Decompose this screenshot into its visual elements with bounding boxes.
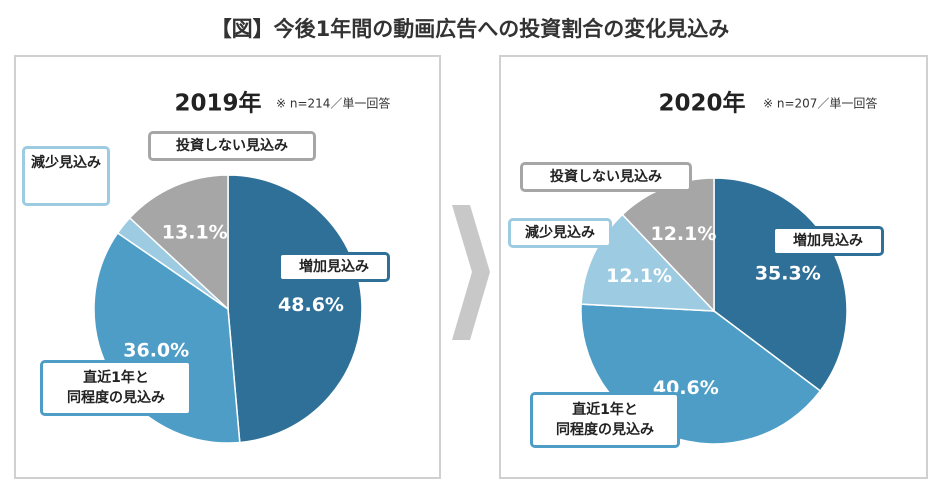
panel (14, 55, 441, 479)
category-label: 減少見込み (508, 218, 612, 248)
pie-slice (580, 213, 716, 312)
pie-title: 2020年 (658, 90, 745, 117)
value-label: 12.1% (606, 265, 672, 287)
value-label: 12.1% (650, 223, 716, 245)
category-label: 直近1年と 同程度の見込み (530, 392, 680, 448)
pie-slice (128, 174, 229, 311)
note: ※ n=214／単一回答 (276, 96, 390, 111)
category-label: 増加見込み (278, 252, 390, 282)
category-label: 減少見込み (22, 146, 110, 206)
pie-title: 2019年 (174, 90, 261, 117)
category-label: 投資しない見込み (520, 162, 692, 192)
category-label: 増加見込み (772, 226, 884, 256)
value-label: 13.1% (162, 221, 228, 243)
note: ※ n=207／単一回答 (763, 96, 877, 111)
category-label: 直近1年と 同程度の見込み (40, 360, 192, 416)
value-label: 48.6% (278, 294, 344, 316)
panel (499, 55, 928, 479)
value-label: 36.0% (123, 339, 189, 361)
category-label: 投資しない見込み (148, 131, 316, 161)
arrow (452, 205, 490, 340)
pie-slice (227, 174, 363, 444)
page-title: 【図】今後1年間の動画広告への投資割合の変化見込み (211, 17, 730, 41)
value-label: 35.3% (755, 263, 821, 285)
